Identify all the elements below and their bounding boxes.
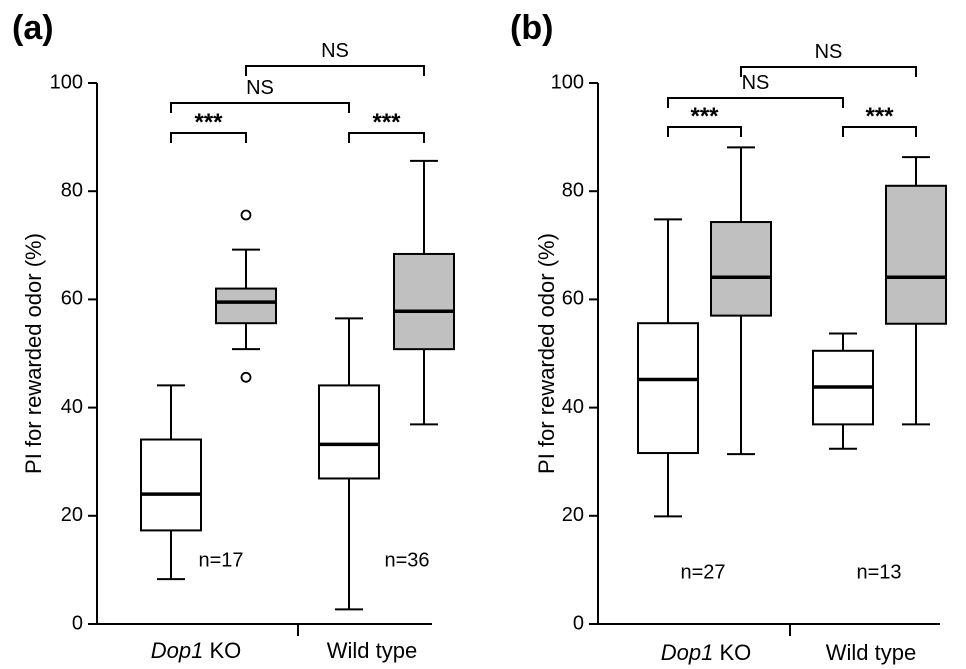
box-white: [812, 332, 874, 450]
y-tick-label: 0: [72, 612, 83, 634]
comparison-bracket: NS: [170, 77, 350, 113]
n-label: n=13: [856, 561, 901, 583]
outlier-point: [240, 209, 252, 221]
y-tick-label: 0: [573, 612, 584, 634]
y-tick-label: 80: [61, 179, 83, 201]
box-gray: [393, 159, 455, 426]
x-group-label-text: Wild type: [826, 640, 916, 665]
x-group-label-italic: Dop1: [151, 638, 204, 663]
comparison-label: ***: [372, 109, 401, 136]
outlier-point: [240, 371, 252, 383]
box-iqr: [637, 322, 699, 455]
comparison-label: ***: [865, 103, 894, 130]
comparison-label: NS: [742, 72, 770, 94]
x-group-label: Dop1 KO: [151, 638, 242, 663]
comparison-bracket: NS: [740, 41, 917, 77]
box-iqr: [393, 252, 455, 351]
x-group-label-text: Wild type: [327, 638, 417, 663]
panel-b: (b) 0 20 40 60 80 100 PI for rewarded odor (%) D…: [510, 9, 947, 665]
comparison-bracket: ***: [170, 109, 247, 143]
box-gray: [215, 209, 277, 383]
box-iqr: [215, 287, 277, 325]
bracket-line: [170, 132, 247, 143]
bracket-line: [842, 126, 917, 137]
box-iqr: [140, 438, 202, 532]
comparison-label: NS: [815, 41, 843, 63]
comparison-bracket: NS: [245, 40, 425, 76]
comparison-bracket: ***: [842, 103, 917, 137]
y-axis-title: PI for rewarded odor (%): [21, 233, 46, 474]
y-tick-label: 20: [61, 504, 83, 526]
n-label: n=27: [680, 561, 725, 583]
bracket-line: [245, 65, 425, 76]
x-group-label-text: KO: [713, 640, 751, 665]
comparison-label: ***: [690, 103, 719, 130]
box-white: [318, 317, 380, 611]
x-group-label: Dop1 KO: [661, 640, 752, 665]
y-axis-title: PI for rewarded odor (%): [534, 233, 559, 474]
box-iqr: [318, 384, 380, 480]
n-label: n=36: [384, 549, 429, 571]
box-iqr: [710, 221, 772, 317]
comparison-bracket: ***: [348, 109, 425, 143]
y-tick-label: 100: [50, 71, 83, 93]
comparison-label: ***: [194, 109, 223, 136]
y-tick-label: 20: [562, 504, 584, 526]
y-tick-label: 40: [61, 396, 83, 418]
n-label: n=17: [198, 549, 243, 571]
bracket-line: [740, 66, 917, 77]
panel-label: (a): [12, 9, 54, 47]
x-group-label-italic: Dop1: [661, 640, 714, 665]
x-group-label: Wild type: [826, 640, 916, 665]
comparison-label: NS: [246, 77, 274, 99]
bracket-line: [170, 102, 350, 113]
box-white: [637, 218, 699, 518]
box-gray: [710, 146, 772, 456]
comparison-bracket: ***: [667, 103, 742, 137]
y-tick-label: 40: [562, 396, 584, 418]
box-white: [140, 384, 202, 581]
bracket-line: [667, 97, 844, 108]
box-gray: [885, 156, 947, 426]
comparison-bracket: NS: [667, 72, 844, 108]
y-tick-label: 80: [562, 179, 584, 201]
x-group-label: Wild type: [327, 638, 417, 663]
x-group-label-text: KO: [203, 638, 241, 663]
bracket-line: [667, 126, 742, 137]
y-tick-label: 60: [61, 288, 83, 310]
y-tick-label: 60: [562, 288, 584, 310]
bracket-line: [348, 132, 425, 143]
y-tick-label: 100: [551, 71, 584, 93]
box-iqr: [885, 184, 947, 325]
panel-a: (a) 0 20 40 60 80 100 PI for rewarded odor (%) D…: [12, 9, 455, 663]
comparison-label: NS: [321, 40, 349, 62]
panel-label: (b): [510, 9, 553, 47]
